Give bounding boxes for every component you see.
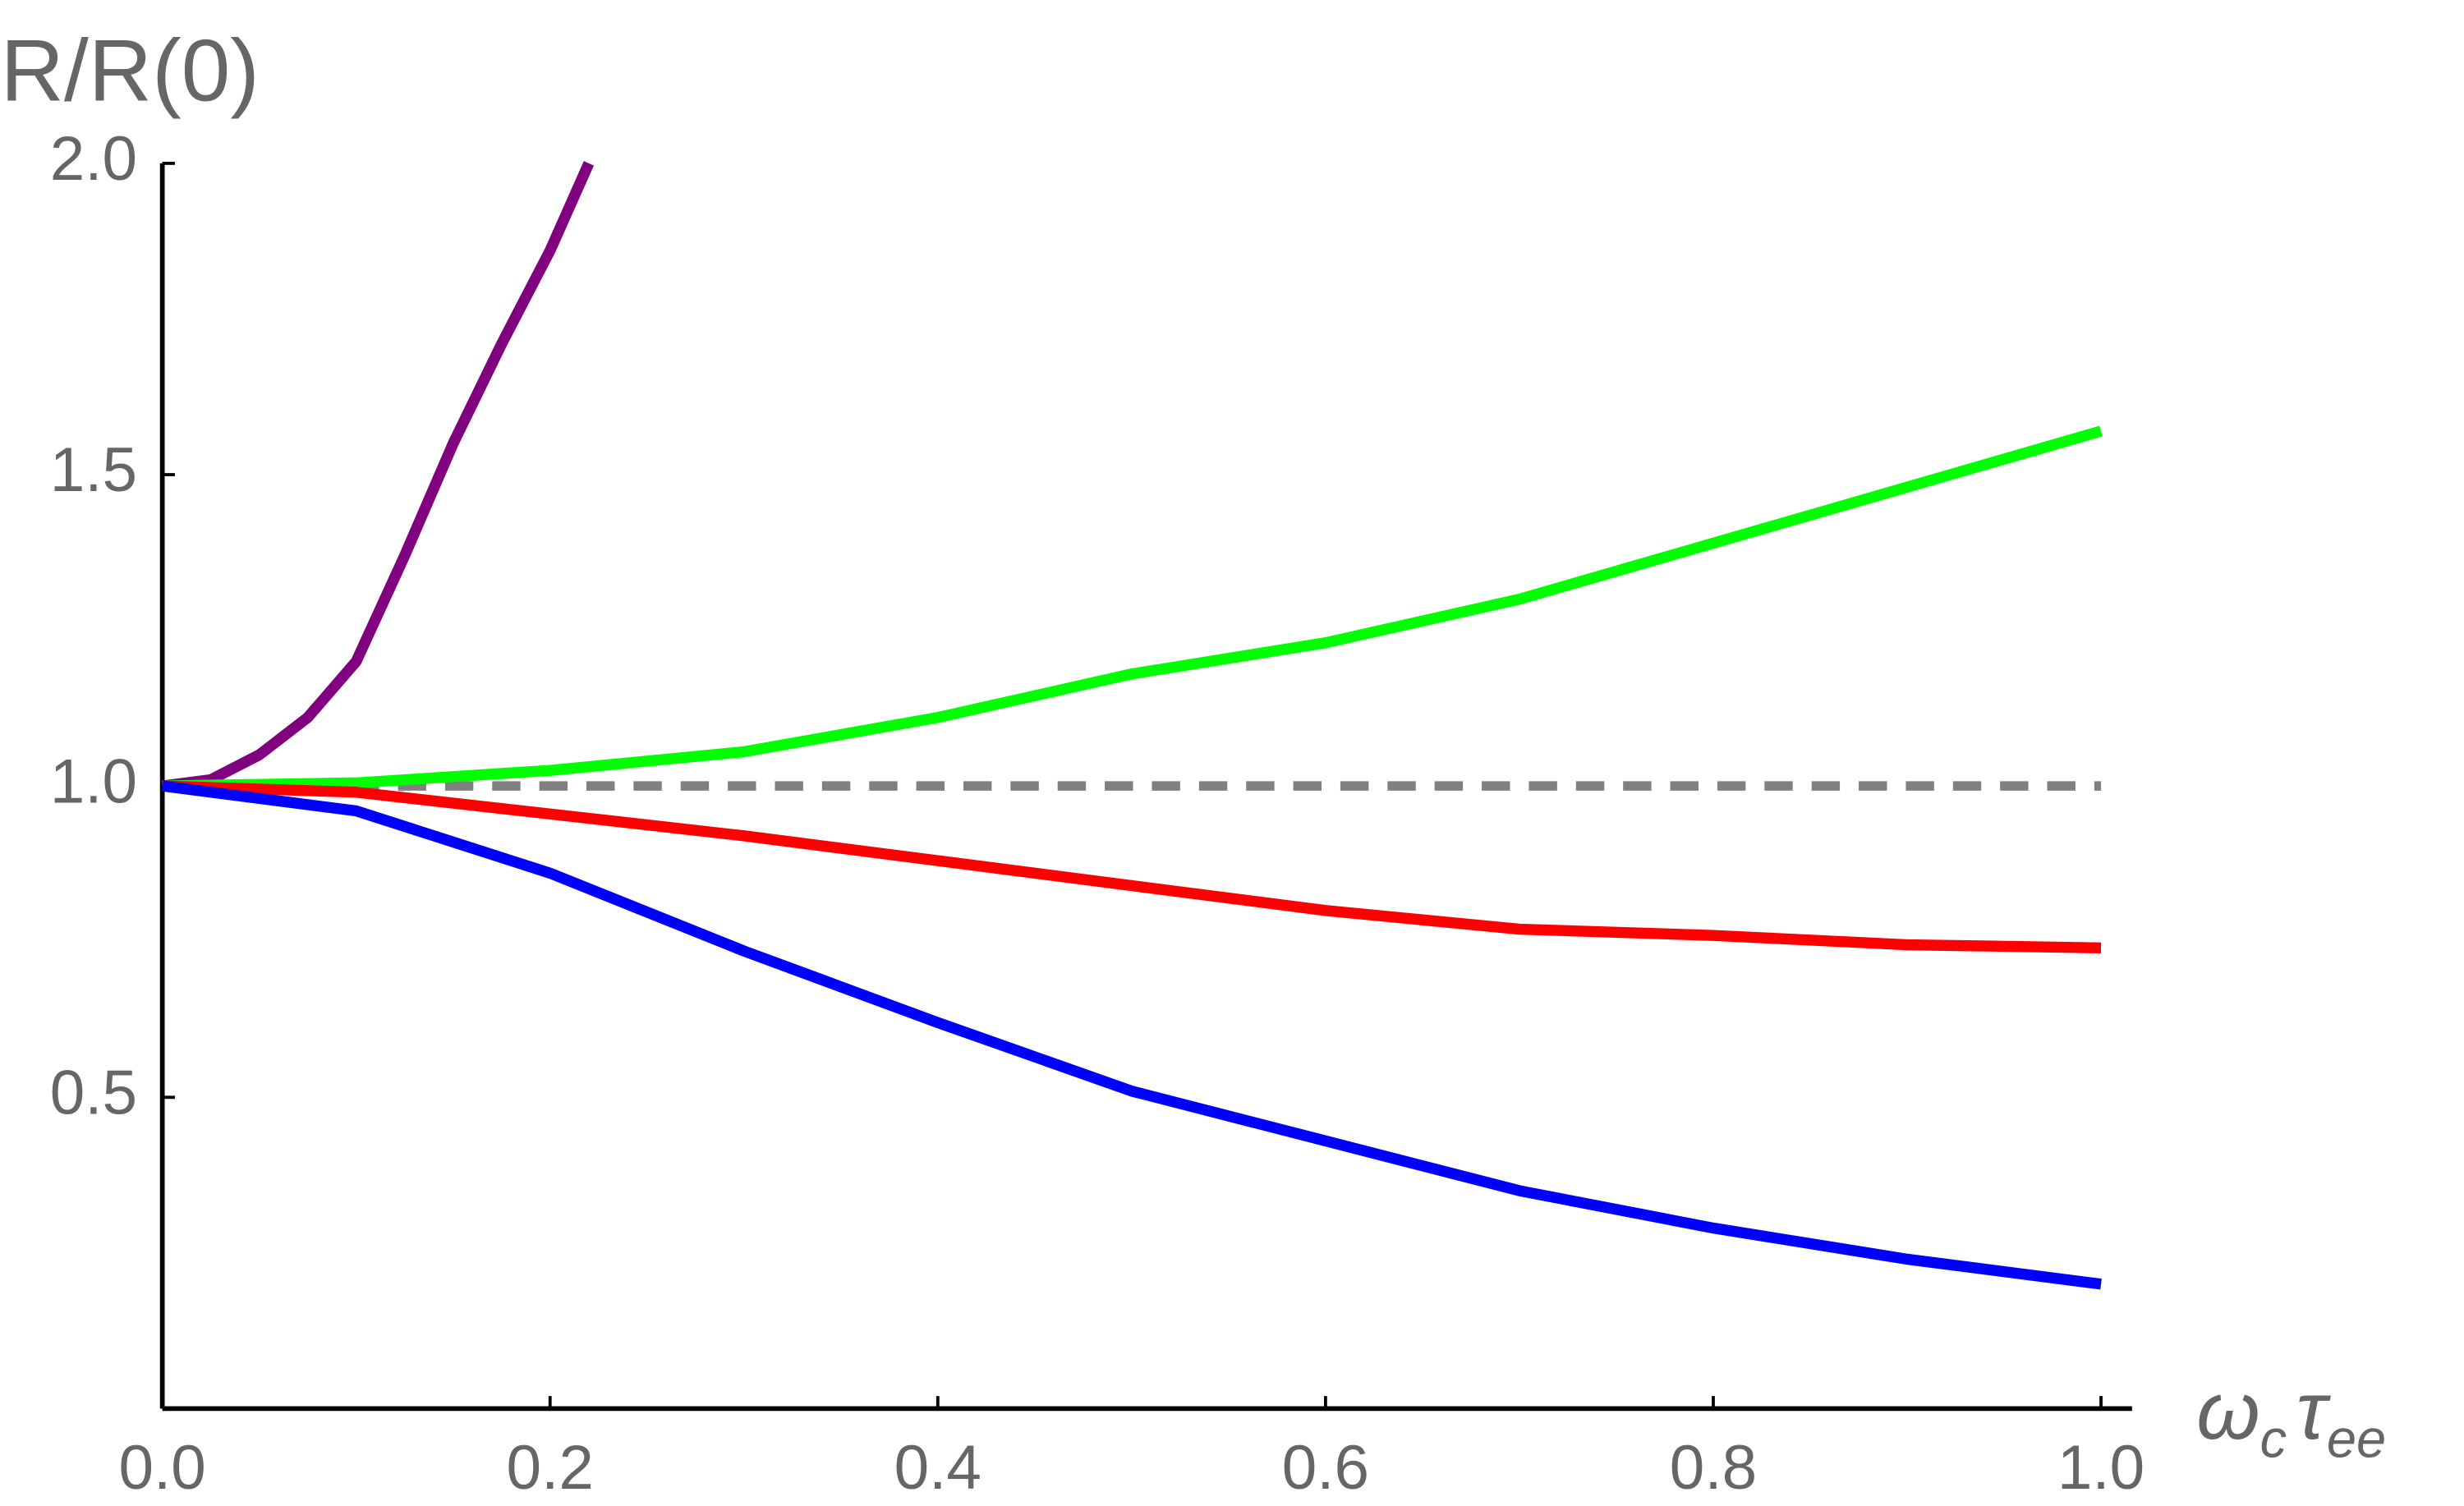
y-tick-label: 1.5 xyxy=(50,435,137,505)
x-tick-label: 0.4 xyxy=(894,1433,981,1503)
x-tick-label: 0.2 xyxy=(507,1433,594,1503)
y-tick-label: 0.5 xyxy=(50,1058,137,1127)
x-label-part: ω xyxy=(2196,1366,2259,1457)
x-tick-label: 1.0 xyxy=(2057,1433,2145,1503)
series-line xyxy=(162,425,2103,792)
x-label-part: ee xyxy=(2327,1409,2386,1469)
y-tick-label: 1.0 xyxy=(50,746,137,816)
series-line xyxy=(162,780,2102,954)
series-line xyxy=(161,161,595,792)
x-label-part: τ xyxy=(2296,1366,2332,1457)
x-label-part: c xyxy=(2260,1409,2287,1469)
y-tick-label: 2.0 xyxy=(50,124,137,194)
x-axis-label: ωc τee xyxy=(2196,1366,2386,1469)
x-tick-label: 0.8 xyxy=(1670,1433,1757,1503)
series-line xyxy=(161,780,2102,1290)
y-axis-label: R/R(0) xyxy=(1,21,260,119)
x-tick-label: 0.6 xyxy=(1282,1433,1369,1503)
x-tick-label: 0.0 xyxy=(118,1433,205,1503)
